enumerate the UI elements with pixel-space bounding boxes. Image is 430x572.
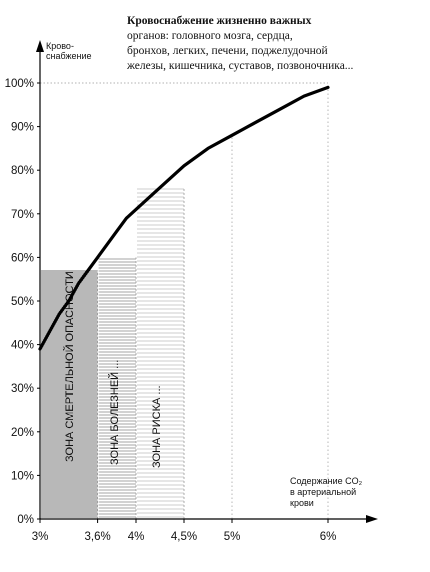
zone-label: ЗОНА БОЛЕЗНЕЙ ... — [108, 360, 121, 465]
zone-label: ЗОНА РИСКА ... — [151, 385, 163, 468]
y-tick-label: 10% — [11, 470, 34, 482]
y-tick-label: 40% — [11, 340, 34, 352]
blood-supply-curve — [38, 85, 330, 351]
y-tick-label: 90% — [11, 122, 34, 134]
y-axis-label: снабжение — [46, 51, 92, 61]
x-tick-label: 4% — [128, 531, 145, 543]
zone-label: ЗОНА СМЕРТЕЛЬНОЙ ОПАСНОСТИ — [63, 271, 76, 462]
y-tick-label: 80% — [11, 165, 34, 177]
x-axis-arrow — [366, 515, 378, 523]
x-axis-label: в артериальной — [290, 487, 356, 497]
annotation-line: Кровоснабжение жизненно важных — [127, 15, 312, 27]
annotation-line: органов: головного мозга, сердца, — [127, 30, 293, 42]
y-tick-label: 0% — [17, 514, 34, 526]
zone-hatch — [137, 188, 184, 518]
annotation-line: бронхов, легких, печени, поджелудочной — [127, 45, 328, 57]
y-tick-label: 60% — [11, 252, 34, 264]
y-tick-label: 20% — [11, 427, 34, 439]
zone-hatch — [41, 270, 98, 518]
y-tick-label: 50% — [11, 296, 34, 308]
annotation-line: железы, кишечника, суставов, позвоночник… — [127, 60, 354, 72]
x-tick-label: 6% — [320, 531, 337, 543]
zone-hatch — [98, 258, 136, 518]
y-axis-label: Крово- — [46, 41, 74, 51]
y-axis-arrow — [36, 40, 44, 52]
x-tick-label: 5% — [224, 531, 241, 543]
chart-annotation: Кровоснабжение жизненно важных органов: … — [127, 14, 427, 74]
x-axis-label: крови — [290, 498, 314, 508]
y-tick-label: 70% — [11, 209, 34, 221]
y-tick-label: 30% — [11, 383, 34, 395]
y-tick-label: 100% — [5, 78, 34, 90]
x-axis-label: Содержание CO₂ — [290, 476, 363, 486]
x-tick-label: 4,5% — [171, 531, 197, 543]
x-tick-label: 3,6% — [84, 531, 110, 543]
x-tick-label: 3% — [32, 531, 49, 543]
